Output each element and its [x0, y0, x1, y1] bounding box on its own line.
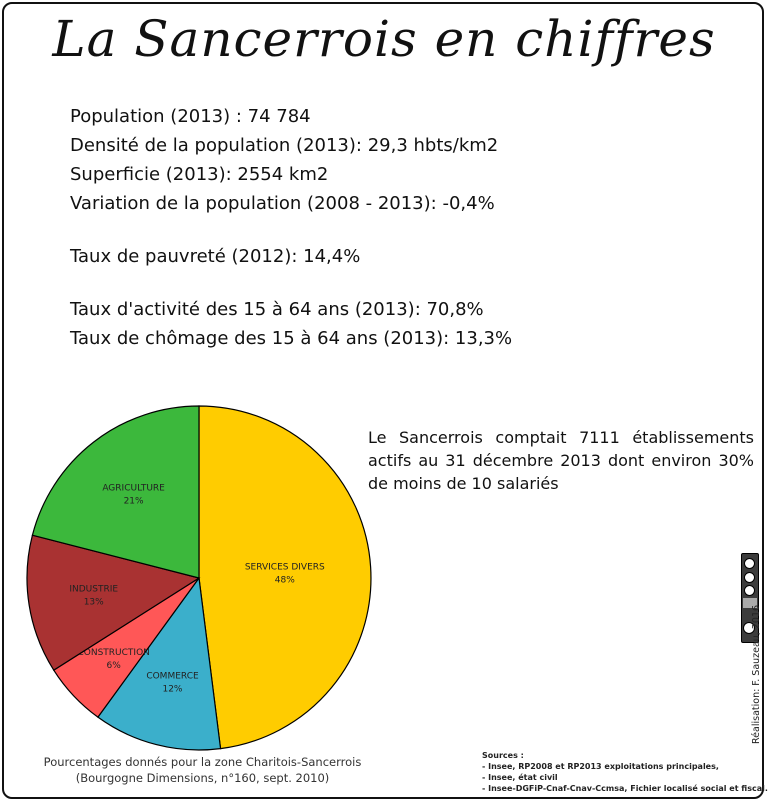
pie-value-construction: 6% — [107, 661, 122, 671]
pie-value-agriculture: 21% — [124, 497, 144, 507]
stat-activity-rate: Taux d'activité des 15 à 64 ans (2013): … — [70, 299, 484, 320]
source-item: - Insee, RP2008 et RP2013 exploitations … — [482, 762, 719, 771]
stat-population-variation: Variation de la population (2008 - 2013)… — [70, 193, 495, 214]
pie-slice-agriculture — [31, 405, 200, 579]
pie-slice-services-divers — [198, 405, 372, 750]
pie-slice-commerce — [97, 576, 222, 751]
pie-caption: Pourcentages donnés pour la zone Charito… — [30, 754, 375, 786]
pie-label-agriculture: AGRICULTURE — [102, 484, 165, 494]
stats-block: Population (2013) : 74 784 Densité de la… — [70, 102, 512, 353]
sources-heading: Sources : — [482, 751, 524, 760]
pie-label-services-divers: SERVICES DIVERS — [245, 563, 325, 573]
sector-pie-chart: SERVICES DIVERS 48% COMMERCE 12% CONSTRUCTIO… — [26, 405, 372, 751]
pie-value-industrie: 13% — [84, 598, 104, 608]
pie-label-commerce: COMMERCE — [146, 671, 199, 681]
source-item: - Insee, état civil — [482, 773, 558, 782]
creative-commons-by-nc-icon — [741, 553, 759, 643]
stat-poverty-rate: Taux de pauvreté (2012): 14,4% — [70, 246, 361, 267]
pie-value-services-divers: 48% — [275, 576, 295, 586]
establishments-note: Le Sancerrois comptait 7111 établissemen… — [368, 428, 754, 493]
pie-label-industrie: INDUSTRIE — [69, 585, 118, 595]
source-item: - Insee-DGFiP-Cnaf-Cnav-Ccmsa, Fichier l… — [482, 784, 768, 793]
pie-value-commerce: 12% — [162, 684, 182, 694]
page-title: La Sancerrois en chiffres — [52, 10, 716, 68]
pie-caption-line-2: (Bourgogne Dimensions, n°160, sept. 2010… — [75, 771, 330, 785]
sources-block: Sources : - Insee, RP2008 et RP2013 expl… — [482, 750, 768, 794]
stat-area: Superficie (2013): 2554 km2 — [70, 164, 329, 185]
pie-slice-industrie — [26, 534, 201, 671]
stat-density: Densité de la population (2013): 29,3 hb… — [70, 135, 499, 156]
stat-population: Population (2013) : 74 784 — [70, 106, 311, 127]
pie-label-construction: CONSTRUCTION — [77, 648, 149, 658]
author-credit: Réalisation: F. Sauzeau, 2016 — [751, 604, 762, 744]
stat-unemployment-rate: Taux de chômage des 15 à 64 ans (2013): … — [70, 328, 513, 349]
pie-caption-line-1: Pourcentages donnés pour la zone Charito… — [43, 755, 362, 769]
